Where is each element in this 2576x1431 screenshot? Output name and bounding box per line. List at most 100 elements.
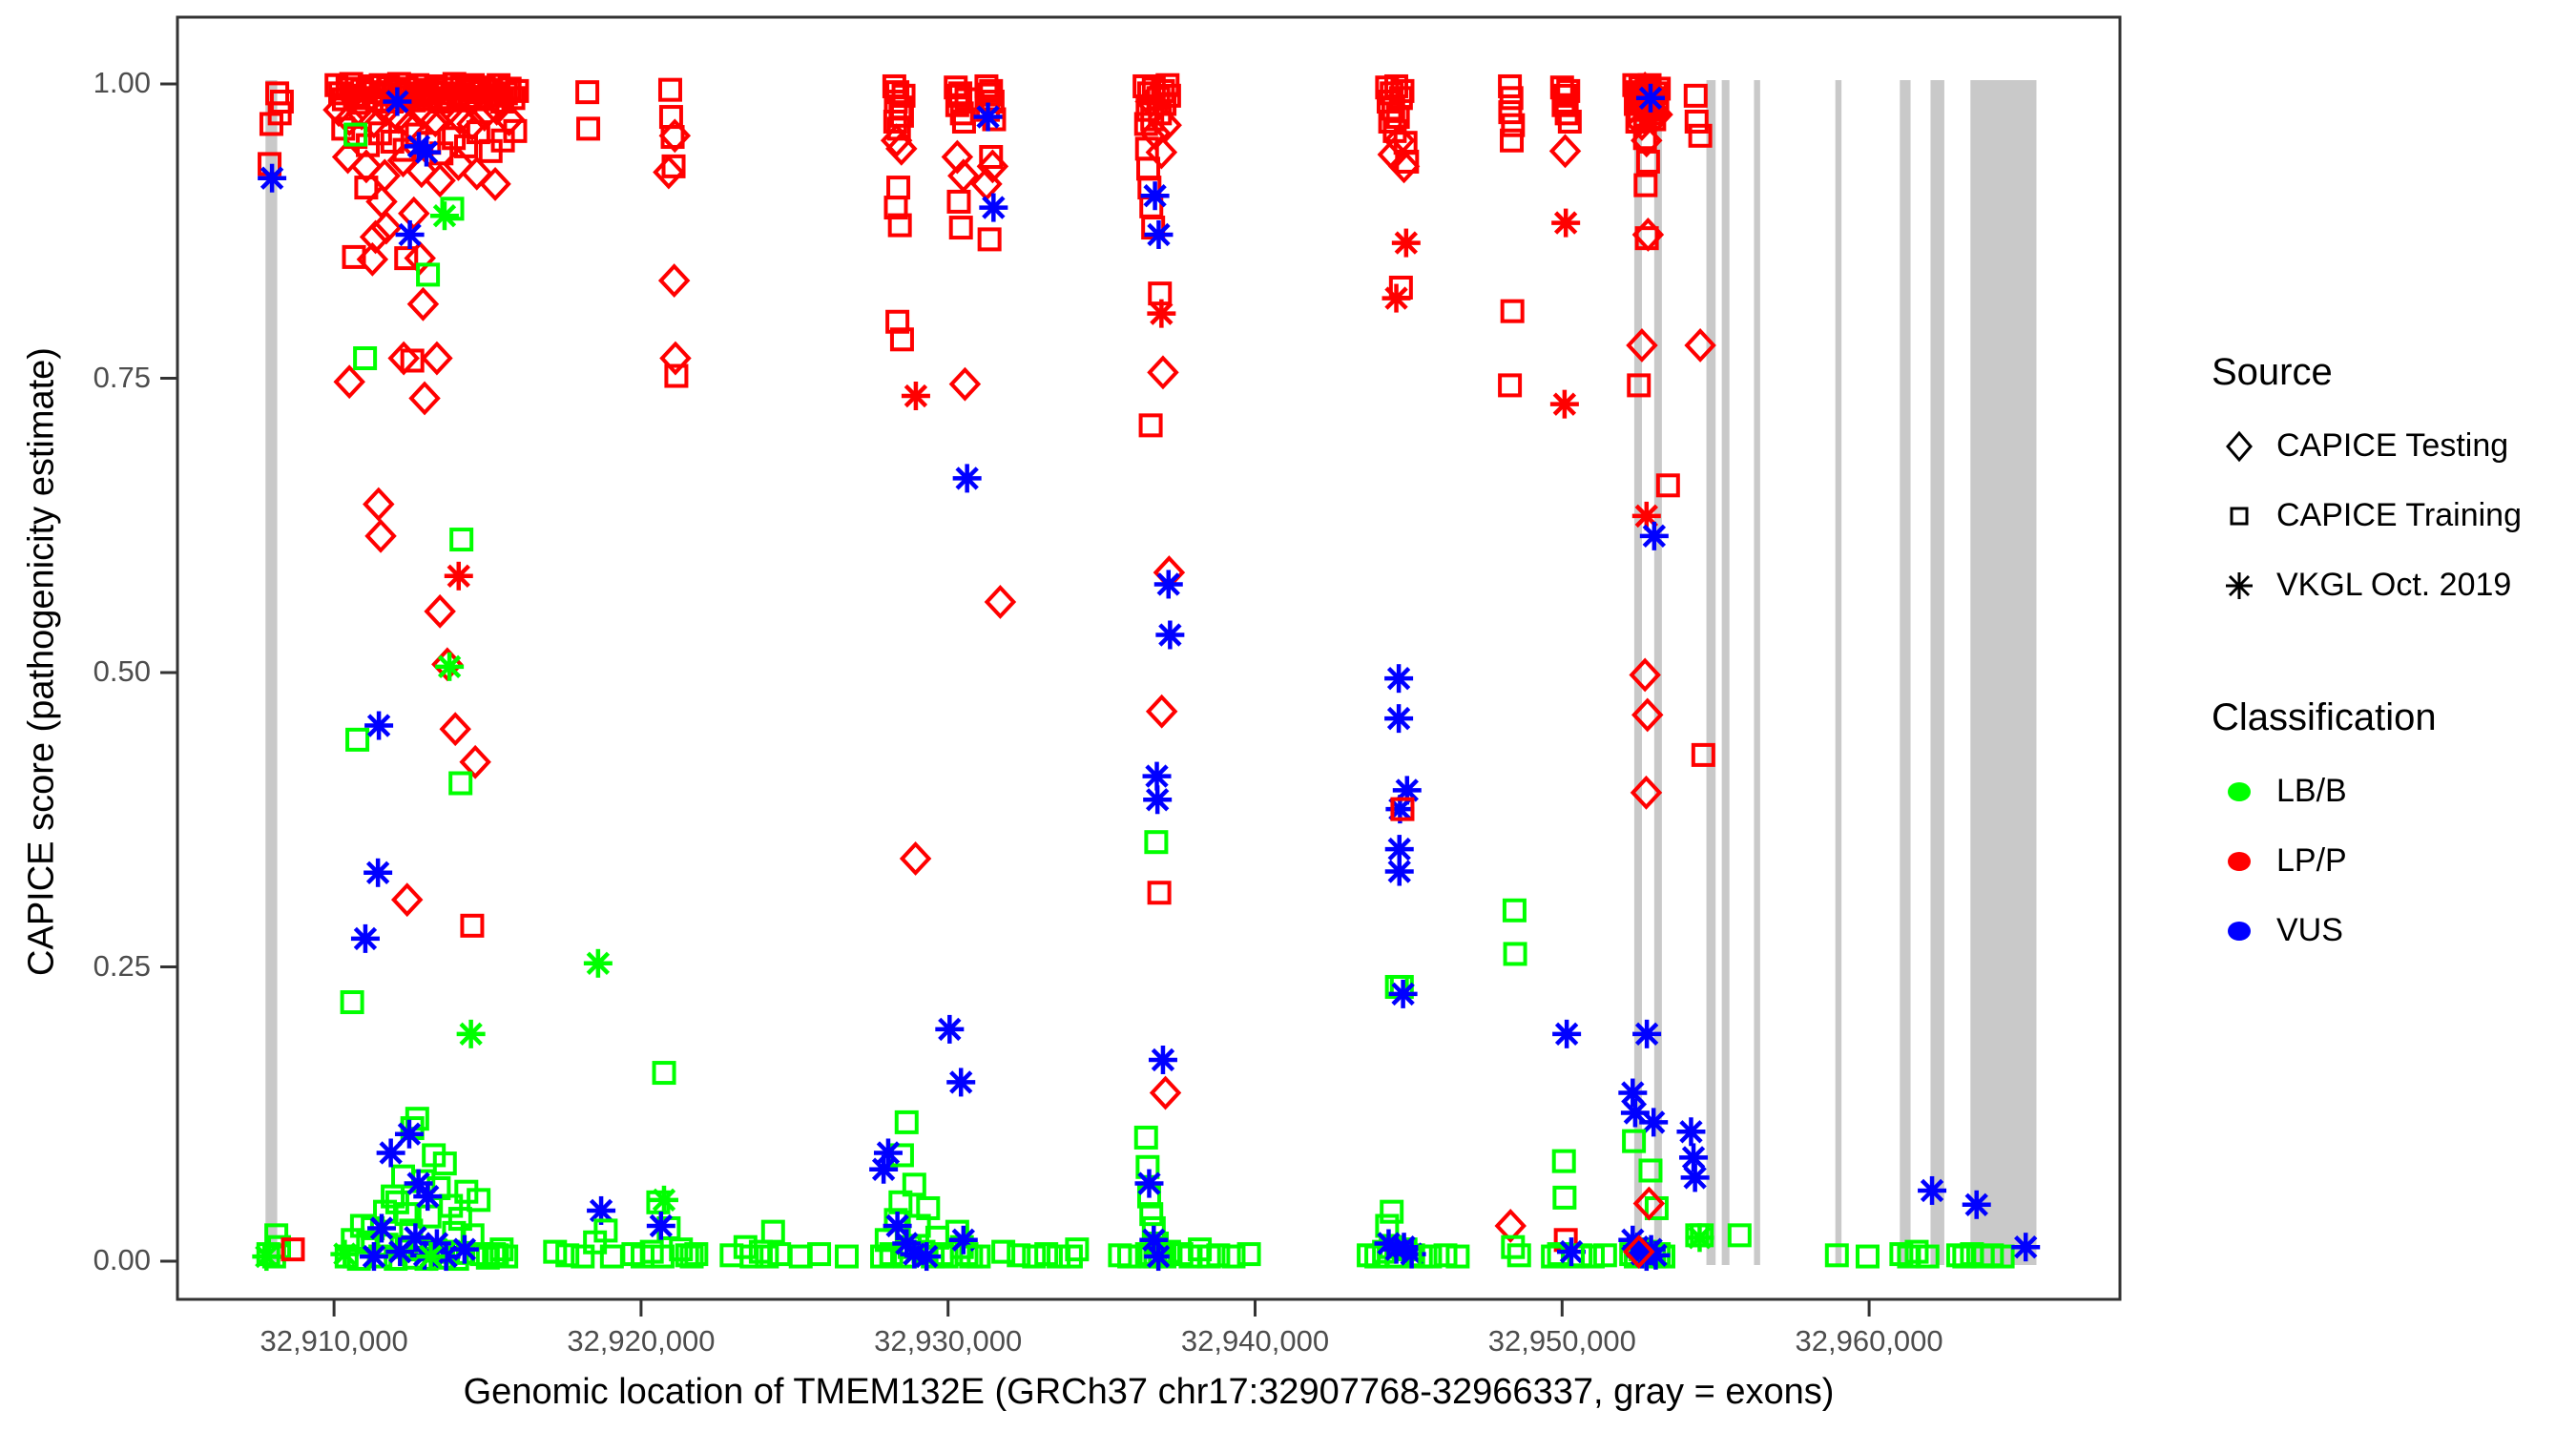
data-point	[442, 146, 475, 181]
data-point	[1855, 1244, 1880, 1269]
data-point	[366, 1213, 396, 1243]
data-point	[1556, 1237, 1586, 1267]
data-point	[1676, 1117, 1706, 1147]
legend-label: VKGL Oct. 2019	[2276, 567, 2512, 603]
data-point	[891, 83, 916, 108]
data-point	[1138, 413, 1163, 438]
data-point	[1638, 1158, 1663, 1183]
data-point	[887, 213, 912, 238]
data-point	[946, 1068, 976, 1097]
data-point	[1145, 694, 1178, 729]
data-point	[350, 923, 380, 953]
data-point	[948, 81, 973, 106]
data-point	[1144, 219, 1174, 249]
data-point	[1149, 1075, 1182, 1110]
x-tick-label: 32,920,000	[567, 1324, 716, 1358]
data-point	[1148, 1045, 1177, 1074]
data-point	[1685, 1223, 1714, 1253]
data-point	[1498, 373, 1523, 398]
data-point	[1639, 521, 1669, 550]
data-point	[1140, 181, 1170, 211]
data-point	[664, 363, 689, 388]
data-point	[466, 120, 490, 145]
data-point	[492, 102, 526, 136]
data-point	[353, 346, 378, 371]
data-point	[1631, 218, 1665, 252]
data-point	[1034, 1242, 1059, 1267]
data-point	[1684, 328, 1716, 363]
data-point	[979, 78, 1004, 103]
data-point	[333, 102, 365, 136]
data-point	[340, 990, 364, 1015]
data-point	[653, 155, 685, 190]
data-point	[1626, 328, 1658, 363]
data-point	[984, 585, 1017, 619]
data-point	[1395, 149, 1420, 174]
data-point	[468, 97, 501, 133]
data-points-layer	[252, 72, 2041, 1272]
data-point	[593, 1218, 618, 1243]
data-point	[679, 1244, 704, 1269]
data-point	[1548, 134, 1582, 169]
data-point	[413, 1182, 443, 1212]
data-point	[1551, 208, 1581, 238]
data-point	[447, 1207, 472, 1232]
x-tick-label: 32,910,000	[260, 1324, 408, 1358]
x-tick-label: 32,960,000	[1795, 1324, 1943, 1358]
data-point	[659, 341, 692, 376]
x-axis-title: Genomic location of TMEM132E (GRCh37 chr…	[463, 1372, 1835, 1412]
data-point	[408, 381, 441, 416]
data-point	[1623, 1234, 1655, 1270]
data-point	[555, 1243, 580, 1268]
data-point	[1502, 898, 1527, 923]
data-point	[359, 219, 392, 255]
exon-band	[1754, 80, 1760, 1265]
data-point	[467, 1188, 491, 1213]
data-point	[658, 118, 692, 154]
data-point	[503, 118, 528, 143]
data-point	[941, 139, 974, 175]
axis-tick-marks	[160, 82, 1871, 1317]
x-tick-label: 32,950,000	[1487, 1324, 1636, 1358]
data-point	[1655, 473, 1680, 498]
exon-band	[1633, 80, 1642, 1265]
square-icon	[2212, 495, 2267, 537]
data-point	[883, 196, 908, 220]
data-point	[880, 123, 913, 158]
data-point	[979, 145, 1004, 170]
data-point	[1418, 1244, 1443, 1269]
y-tick-label: 0.75	[93, 360, 151, 394]
exon-bands-layer	[265, 80, 2037, 1265]
data-point	[1147, 299, 1176, 328]
data-point	[363, 487, 395, 522]
data-point	[1618, 1078, 1648, 1108]
data-point	[383, 87, 412, 116]
data-point	[449, 1234, 479, 1264]
data-point	[1380, 1199, 1404, 1224]
data-point	[952, 464, 982, 493]
data-point	[1633, 173, 1658, 197]
data-point	[1990, 1244, 2015, 1269]
data-point	[1684, 109, 1709, 134]
data-point	[424, 163, 456, 198]
legend-item-vus: VUS	[2212, 896, 2565, 965]
data-point	[1433, 1243, 1458, 1268]
data-point	[424, 593, 456, 629]
data-point	[888, 1190, 913, 1214]
data-point	[1506, 1243, 1531, 1268]
data-point	[330, 1239, 360, 1269]
data-point	[1133, 1125, 1158, 1150]
data-point	[652, 1061, 676, 1086]
data-point	[1503, 942, 1527, 966]
data-point	[448, 771, 473, 796]
data-point	[1494, 1209, 1527, 1243]
data-point	[252, 1242, 281, 1272]
data-point	[899, 841, 932, 876]
data-point	[1691, 742, 1715, 767]
data-point	[1153, 570, 1183, 599]
data-point	[1391, 228, 1421, 258]
data-point	[1549, 389, 1579, 419]
data-point	[1727, 1223, 1752, 1248]
data-point	[1147, 355, 1179, 390]
